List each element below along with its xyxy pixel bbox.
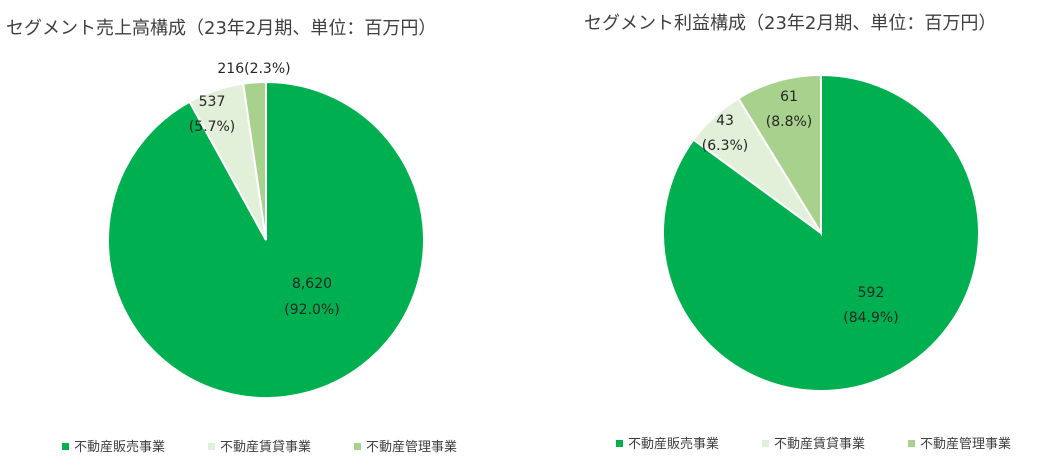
legend-entry-2: 不動産賃貸事業: [774, 436, 865, 452]
chart-title-profit: セグメント利益構成（23年2月期、単位：百万円）: [584, 13, 996, 34]
pie-sales: 8,620 (92.0%) 537 (5.7%) 216(2.3%): [107, 61, 425, 399]
pie-profit: 592 (84.9%) 43 (6.3%) 61 (8.8%): [662, 73, 980, 392]
legend-swatch-1: [616, 440, 623, 447]
legend-sales: 不動産販売事業 不動産賃貸事業 不動産管理事業: [62, 439, 457, 455]
legend-entry-1: 不動産販売事業: [74, 439, 165, 455]
legend-entry-3: 不動産管理事業: [920, 436, 1011, 452]
legend-swatch-1: [62, 443, 69, 450]
data-pct-label-1: (92.0%): [284, 302, 339, 318]
data-pct-label-2: (6.3%): [702, 138, 749, 154]
legend-profit: 不動産販売事業 不動産賃貸事業 不動産管理事業: [616, 436, 1011, 452]
legend-swatch-2: [762, 440, 769, 447]
data-pct-label-1: (84.9%): [843, 310, 898, 326]
data-value-label-1: 592: [858, 285, 885, 301]
data-value-label-2: 43: [716, 113, 734, 129]
legend-entry-2: 不動産賃貸事業: [220, 439, 311, 455]
data-label-3: 216(2.3%): [217, 61, 290, 77]
legend-swatch-3: [908, 440, 915, 447]
pie-slice-3: [242, 80, 267, 241]
legend-swatch-3: [354, 443, 361, 450]
legend-entry-3: 不動産管理事業: [366, 439, 457, 455]
data-value-label-3: 61: [780, 89, 798, 105]
data-value-label-1: 8,620: [292, 276, 332, 292]
legend-swatch-2: [208, 443, 215, 450]
legend-entry-1: 不動産販売事業: [628, 436, 719, 452]
chart-title-sales: セグメント売上高構成（23年2月期、単位：百万円）: [6, 18, 436, 39]
data-value-label-2: 537: [199, 94, 226, 110]
data-pct-label-3: (8.8%): [766, 114, 813, 130]
pie-slice-3: [736, 73, 822, 237]
data-pct-label-2: (5.7%): [189, 119, 236, 135]
